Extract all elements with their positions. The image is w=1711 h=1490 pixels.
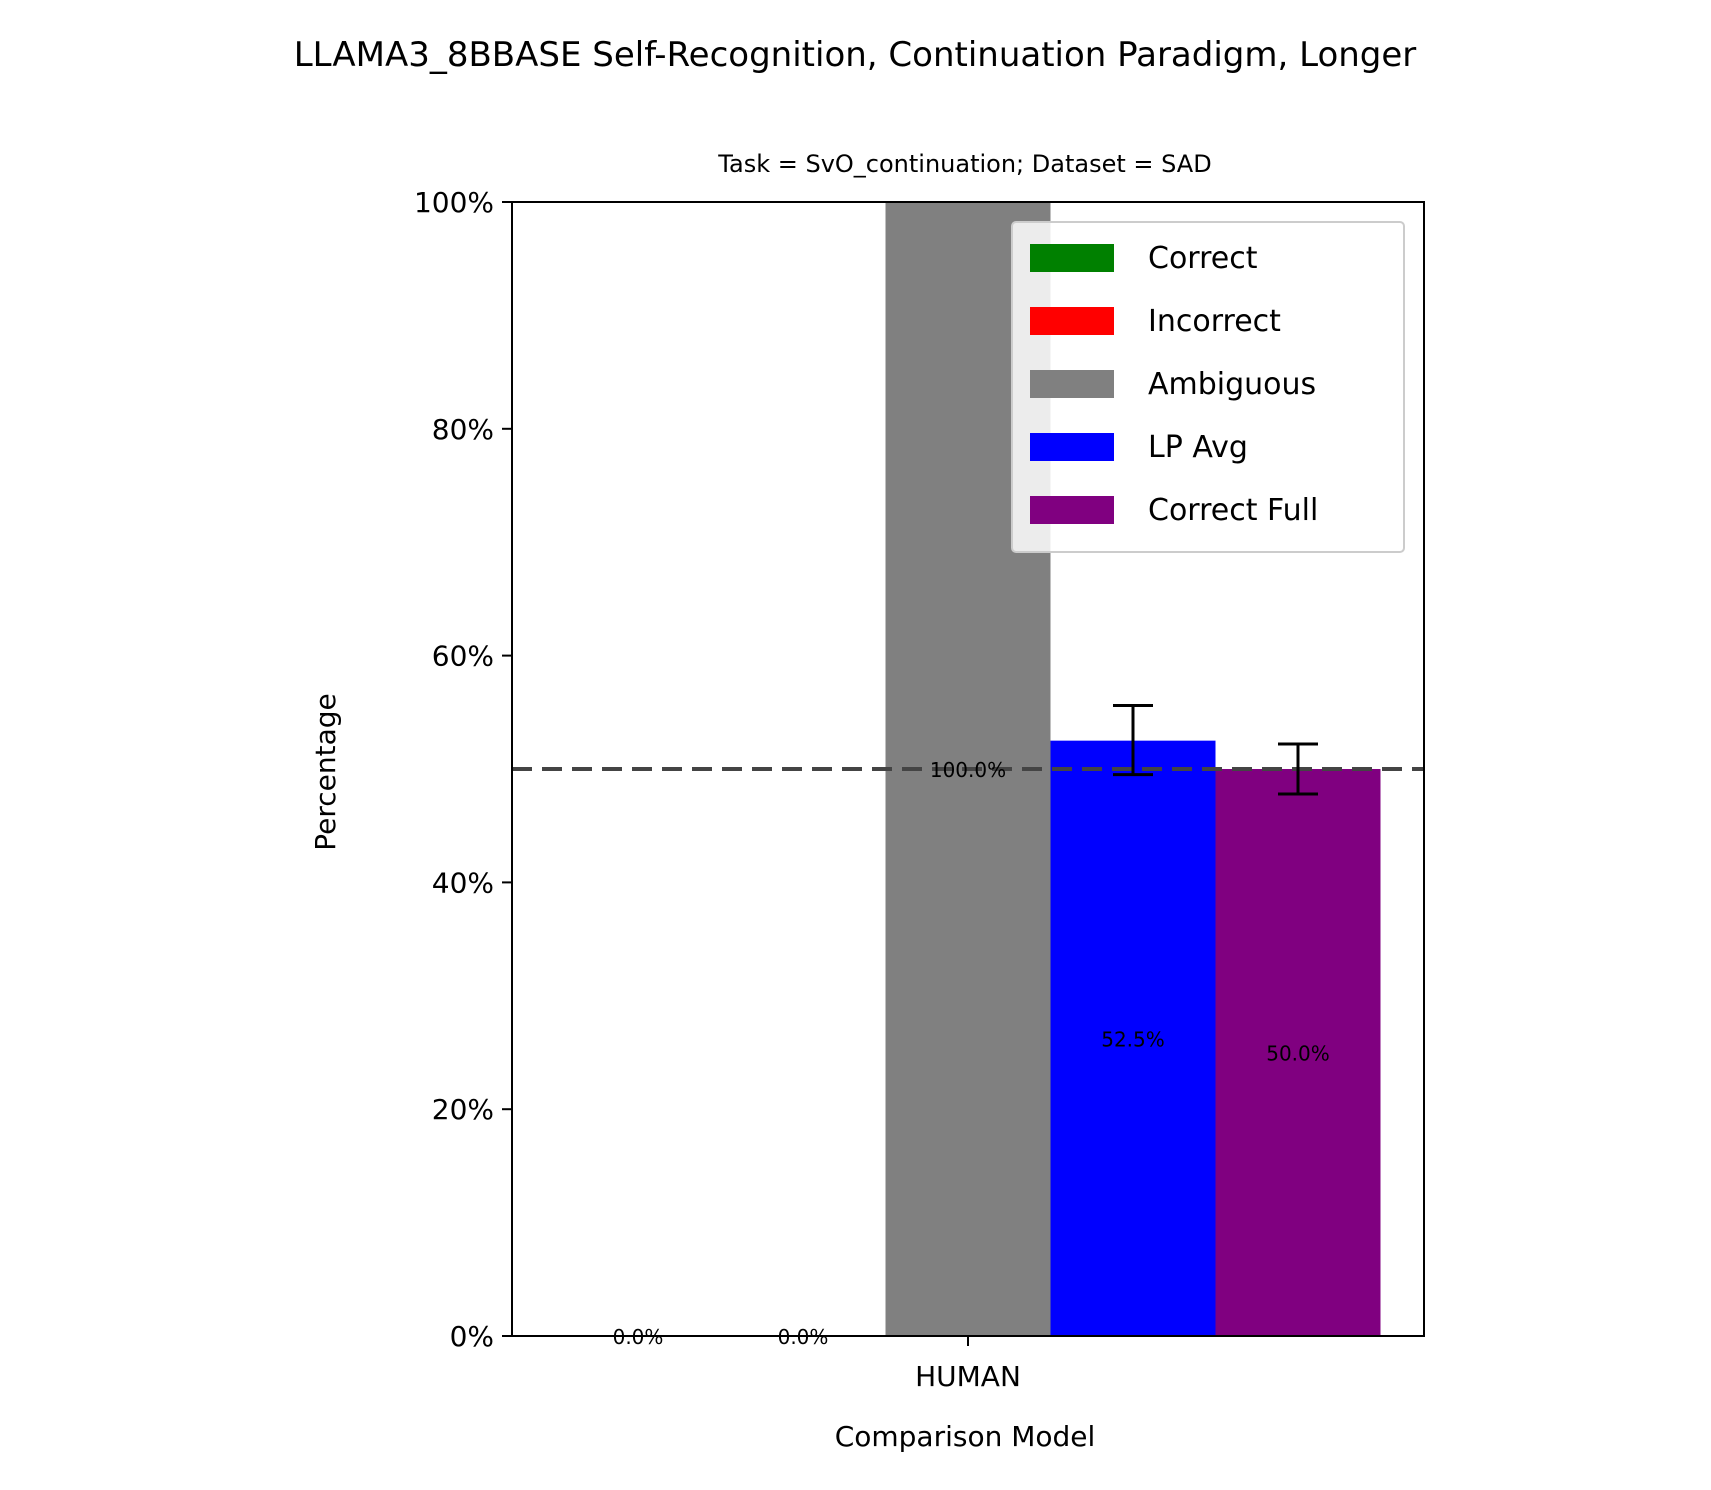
- chart-subtitle: Task = SvO_continuation; Dataset = SAD: [717, 150, 1211, 178]
- y-tick-label: 20%: [432, 1093, 494, 1126]
- legend-label: LP Avg: [1148, 430, 1248, 465]
- x-ticks: HUMAN: [915, 1336, 1021, 1393]
- y-ticks: 0% 20% 40% 60% 80% 100%: [414, 186, 512, 1353]
- legend-label: Ambiguous: [1148, 367, 1316, 402]
- legend-swatch: [1030, 496, 1114, 524]
- y-axis-label: Percentage: [309, 693, 342, 851]
- legend-label: Correct Full: [1148, 493, 1318, 528]
- legend-swatch: [1030, 370, 1114, 398]
- legend-swatch: [1030, 433, 1114, 461]
- legend: Correct Incorrect Ambiguous LP Avg Correct F…: [1011, 221, 1405, 553]
- bar-lp-avg: [1050, 740, 1216, 1336]
- y-tick-label: 80%: [432, 413, 494, 446]
- legend-box: [1011, 221, 1405, 553]
- bar-correct-full: [1215, 769, 1381, 1336]
- data-label: 52.5%: [1101, 1027, 1165, 1051]
- x-tick-label: HUMAN: [915, 1360, 1021, 1393]
- y-tick-label: 100%: [414, 186, 494, 219]
- legend-swatch: [1030, 307, 1114, 335]
- legend-swatch: [1030, 244, 1114, 272]
- x-axis-label: Comparison Model: [835, 1420, 1096, 1453]
- legend-label: Correct: [1148, 241, 1258, 276]
- legend-label: Incorrect: [1148, 304, 1281, 339]
- error-bars: [1113, 703, 1318, 796]
- data-label: 100.0%: [930, 758, 1006, 782]
- chart-title: LLAMA3_8BBASE Self-Recognition, Continua…: [294, 35, 1417, 75]
- y-tick-label: 0%: [450, 1320, 494, 1353]
- data-label: 50.0%: [1266, 1042, 1330, 1066]
- y-tick-label: 60%: [432, 640, 494, 673]
- y-tick-label: 40%: [432, 866, 494, 899]
